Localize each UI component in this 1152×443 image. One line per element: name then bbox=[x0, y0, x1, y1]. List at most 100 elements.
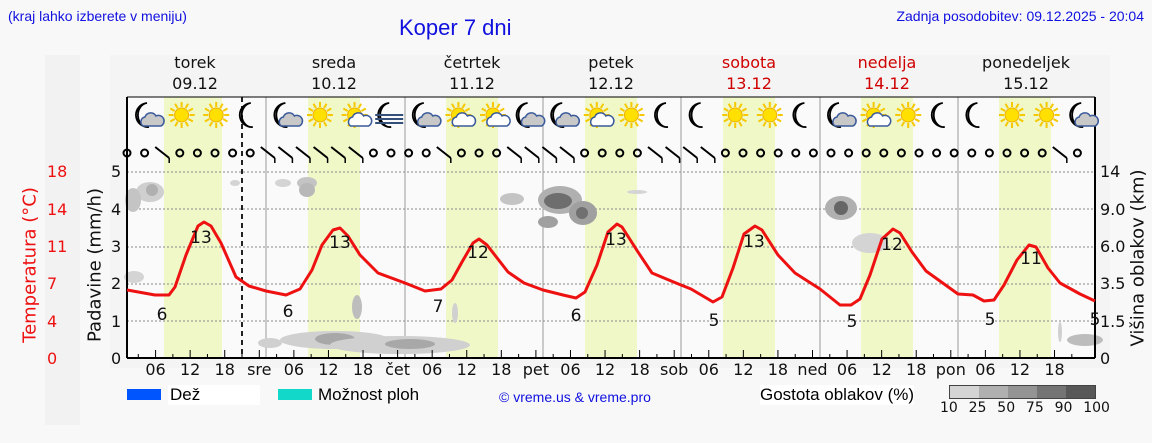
hour-tick-label: 12 bbox=[1009, 360, 1031, 379]
moon-icon bbox=[930, 102, 945, 128]
moon-cloud-icon bbox=[1069, 102, 1100, 128]
daylight-bands bbox=[164, 97, 1051, 358]
hour-tick-label: 06 bbox=[560, 360, 581, 379]
precip-tick: 4 bbox=[111, 200, 122, 219]
hour-tick-label: 06 bbox=[421, 360, 443, 379]
temp-tick: 11 bbox=[47, 237, 68, 256]
sun-cloud-icon bbox=[445, 102, 477, 128]
cloud-height-tick: 6.0 bbox=[1100, 237, 1126, 256]
temp-max-label: 13 bbox=[743, 232, 765, 252]
temp-min-label: 6 bbox=[157, 305, 168, 325]
rain-legend-swatch bbox=[127, 389, 161, 400]
hour-tick-label: 18 bbox=[629, 360, 650, 379]
day-abbr-tick: pet bbox=[522, 360, 550, 379]
moon-cloud-icon bbox=[827, 102, 857, 128]
hour-ticks bbox=[137, 350, 1073, 358]
cloud-density-scale bbox=[949, 385, 1096, 399]
cloud-density-label: Gostota oblakov (%) bbox=[760, 385, 915, 405]
hour-tick-label: 18 bbox=[906, 360, 927, 379]
moon-icon bbox=[792, 102, 807, 128]
sun-icon bbox=[203, 102, 230, 128]
temp-min-label: 6 bbox=[571, 306, 582, 326]
temp-max-label: 12 bbox=[881, 235, 903, 255]
sun-icon bbox=[618, 102, 645, 128]
last-update: Zadnja posodobitev: 09.12.2025 - 20:04 bbox=[896, 8, 1144, 24]
sun-icon bbox=[756, 102, 783, 128]
temp-min-label: 5 bbox=[1090, 310, 1101, 330]
moon-fog-icon bbox=[375, 102, 404, 128]
day-label: torek 09.12 bbox=[172, 53, 218, 93]
cloud-density-ticks: 10 25 50 75 90 100 bbox=[940, 400, 1110, 416]
temp-min-label: 5 bbox=[985, 310, 996, 330]
moon-icon bbox=[654, 102, 669, 128]
temperature-line bbox=[126, 220, 1096, 307]
temp-tick: 18 bbox=[47, 162, 68, 181]
day-label-weekend: sobota 13.12 bbox=[721, 53, 777, 93]
precip-tick: 3 bbox=[111, 237, 122, 256]
day-label: ponedeljek 15.12 bbox=[982, 53, 1070, 93]
day-abbr-tick: ned bbox=[797, 360, 828, 379]
temp-max-label: 13 bbox=[190, 228, 212, 248]
moon-icon bbox=[965, 102, 980, 128]
weather-icons-row bbox=[135, 102, 1100, 128]
cloud-density-blobs bbox=[124, 177, 1103, 354]
day-label: četrtek 11.12 bbox=[443, 53, 501, 93]
sun-icon bbox=[168, 102, 195, 128]
shower-legend-label: Možnost ploh bbox=[318, 385, 420, 404]
cloud-height-tick: 0 bbox=[1100, 349, 1111, 368]
day-label: sreda 10.12 bbox=[311, 53, 357, 93]
hour-tick-label: 06 bbox=[283, 360, 305, 379]
hour-tick-label: 18 bbox=[1044, 360, 1065, 379]
hour-tick-label: 06 bbox=[145, 360, 166, 379]
credit-link[interactable]: © vreme.us & vreme.pro bbox=[499, 389, 651, 405]
temp-axis-panel bbox=[45, 55, 80, 425]
sun-icon bbox=[895, 102, 922, 128]
location-hint[interactable]: (kraj lahko izberete v meniju) bbox=[8, 8, 187, 24]
sun-icon bbox=[722, 102, 749, 128]
hour-tick-label: 12 bbox=[871, 360, 892, 379]
day-abbr-tick: čet bbox=[385, 360, 411, 379]
hour-tick-label: 18 bbox=[214, 360, 235, 379]
moon-cloud-icon bbox=[411, 102, 442, 128]
temp-tick: 4 bbox=[47, 312, 58, 331]
moon-cloud-icon bbox=[550, 102, 581, 128]
hour-tick-label: 12 bbox=[594, 360, 616, 379]
hour-tick-label: 12 bbox=[733, 360, 754, 379]
rain-legend-label: Dež bbox=[168, 385, 261, 405]
temp-tick: 0 bbox=[47, 349, 58, 368]
precip-tick: 1 bbox=[111, 312, 122, 331]
cloud-height-tick: 14 bbox=[1100, 162, 1121, 181]
precip-tick: 0 bbox=[111, 349, 122, 368]
moon-cloud-icon bbox=[273, 102, 304, 128]
day-label-weekend: nedelja 14.12 bbox=[857, 53, 917, 93]
moon-cloud-icon bbox=[135, 102, 165, 128]
hour-tick-label: 18 bbox=[491, 360, 512, 379]
hour-tick-label: 12 bbox=[456, 360, 477, 379]
day-abbr-tick: sob bbox=[660, 360, 689, 379]
hour-tick-label: 06 bbox=[836, 360, 858, 379]
moon-icon bbox=[688, 102, 703, 128]
precip-tick: 5 bbox=[111, 162, 122, 181]
sun-icon bbox=[999, 102, 1025, 128]
page-title: Koper 7 dni bbox=[399, 15, 512, 40]
moon-icon bbox=[238, 102, 253, 128]
hour-tick-label: 12 bbox=[318, 360, 339, 379]
sun-cloud-icon bbox=[860, 102, 892, 128]
temp-max-label: 13 bbox=[329, 233, 351, 253]
temp-max-label: 13 bbox=[605, 230, 627, 250]
temp-min-label: 5 bbox=[709, 311, 720, 331]
sun-icon bbox=[1033, 102, 1060, 128]
hour-tick-label: 18 bbox=[352, 360, 374, 379]
moon-cloud-icon bbox=[515, 102, 546, 128]
cloud-height-tick: 9.0 bbox=[1100, 200, 1126, 219]
temp-max-label: 12 bbox=[467, 243, 489, 263]
hour-tick-label: 06 bbox=[975, 360, 996, 379]
sun-icon bbox=[307, 102, 333, 128]
cloud-height-tick: 1.5 bbox=[1100, 312, 1126, 331]
sun-cloud-icon bbox=[341, 102, 373, 128]
sun-cloud-icon bbox=[480, 102, 511, 128]
sun-cloud-icon bbox=[583, 102, 615, 128]
day-abbr-tick: pon bbox=[935, 360, 966, 379]
temp-tick: 7 bbox=[47, 274, 58, 293]
